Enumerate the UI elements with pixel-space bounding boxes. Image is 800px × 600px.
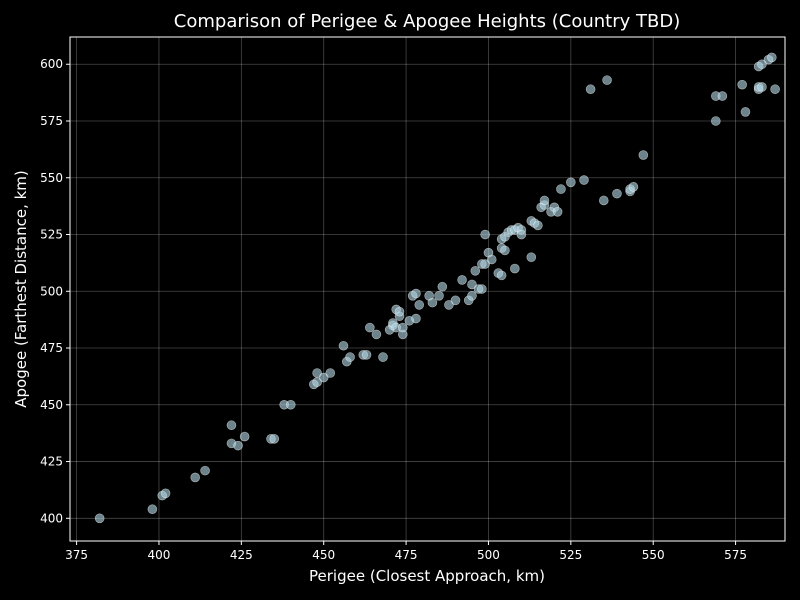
scatter-point [437, 281, 448, 292]
scatter-point [318, 372, 329, 383]
y-axis-label: Apogee (Farthest Distance, km) [12, 170, 30, 408]
scatter-point [737, 79, 747, 90]
scatter-point [770, 84, 780, 95]
scatter-point [533, 220, 543, 231]
y-tick-label: 525 [40, 228, 63, 242]
scatter-point [638, 150, 649, 160]
x-tick-label: 450 [312, 548, 335, 562]
x-axis-label: Perigee (Closest Approach, km) [309, 567, 545, 585]
scatter-point [378, 352, 388, 362]
ticks-layer: 375 400 425 450 475 500 525 550 575 400 425 450 475 5… [40, 57, 747, 562]
grid-layer [70, 37, 785, 541]
scatter-point [552, 207, 563, 217]
scatter-point [411, 313, 421, 324]
points-layer [94, 52, 780, 524]
scatter-point [612, 188, 622, 199]
scatter-point [200, 465, 210, 476]
scatter-point [190, 472, 201, 483]
scatter-point [602, 75, 612, 85]
scatter-point [510, 263, 520, 274]
scatter-point [365, 322, 375, 333]
scatter-point [434, 291, 444, 301]
scatter-point [757, 82, 767, 92]
scatter-point [397, 322, 408, 333]
y-tick-label: 600 [40, 57, 63, 71]
x-tick-label: 400 [148, 548, 171, 562]
scatter-point [477, 284, 487, 294]
scatter-point [579, 175, 589, 185]
scatter-point [470, 266, 481, 276]
chart-title: Comparison of Perigee & Apogee Heights (… [174, 11, 680, 32]
scatter-point [767, 52, 777, 63]
scatter-point [233, 440, 243, 451]
x-tick-label: 425 [230, 548, 253, 562]
x-tick-label: 375 [65, 548, 88, 562]
x-tick-label: 475 [395, 548, 418, 562]
y-tick-label: 400 [40, 511, 63, 525]
scatter-point [556, 184, 566, 194]
scatter-point [312, 368, 322, 378]
x-tick-label: 525 [559, 548, 582, 562]
scatter-point [516, 229, 527, 240]
scatter-point [394, 306, 405, 317]
scatter-point [411, 288, 421, 299]
scatter-point [147, 504, 158, 515]
scatter-point [361, 350, 372, 360]
scatter-point [566, 177, 576, 188]
plot-frame [69, 36, 786, 542]
scatter-point [740, 107, 751, 117]
x-tick-label: 575 [724, 548, 747, 562]
scatter-point [345, 352, 355, 362]
x-tick-label: 500 [477, 548, 500, 562]
scatter-point [496, 270, 507, 281]
scatter-point [757, 59, 767, 70]
scatter-point [450, 295, 461, 306]
scatter-point [427, 297, 438, 308]
scatter-point [480, 229, 490, 240]
scatter-point [444, 300, 454, 310]
scatter-point [500, 245, 510, 256]
y-tick-label: 475 [40, 341, 63, 355]
y-tick-label: 500 [40, 284, 63, 298]
scatter-point [526, 252, 537, 263]
scatter-point [598, 195, 609, 206]
scatter-point [94, 513, 105, 524]
scatter-point [585, 84, 596, 95]
y-tick-label: 550 [40, 171, 63, 185]
scatter-point [285, 399, 296, 410]
scatter-point [457, 275, 467, 285]
scatter-point [160, 488, 171, 499]
scatter-point [539, 195, 550, 206]
scatter-point [717, 91, 728, 101]
scatter-point [711, 116, 721, 126]
scatter-point [325, 368, 336, 378]
scatter-point [480, 259, 490, 269]
scatter-point [467, 291, 477, 301]
scatter-point [628, 182, 639, 192]
y-tick-label: 425 [40, 455, 63, 469]
scatter-point [467, 279, 477, 290]
scatter-point [414, 300, 425, 310]
x-tick-label: 550 [642, 548, 665, 562]
scatter-point [269, 434, 280, 444]
scatter-point [239, 431, 250, 442]
scatter-point [486, 254, 497, 265]
y-tick-label: 575 [40, 114, 63, 128]
y-tick-label: 450 [40, 398, 63, 412]
scatter-point [226, 420, 237, 431]
scatter-point [338, 340, 349, 351]
scatter-point [371, 329, 382, 340]
